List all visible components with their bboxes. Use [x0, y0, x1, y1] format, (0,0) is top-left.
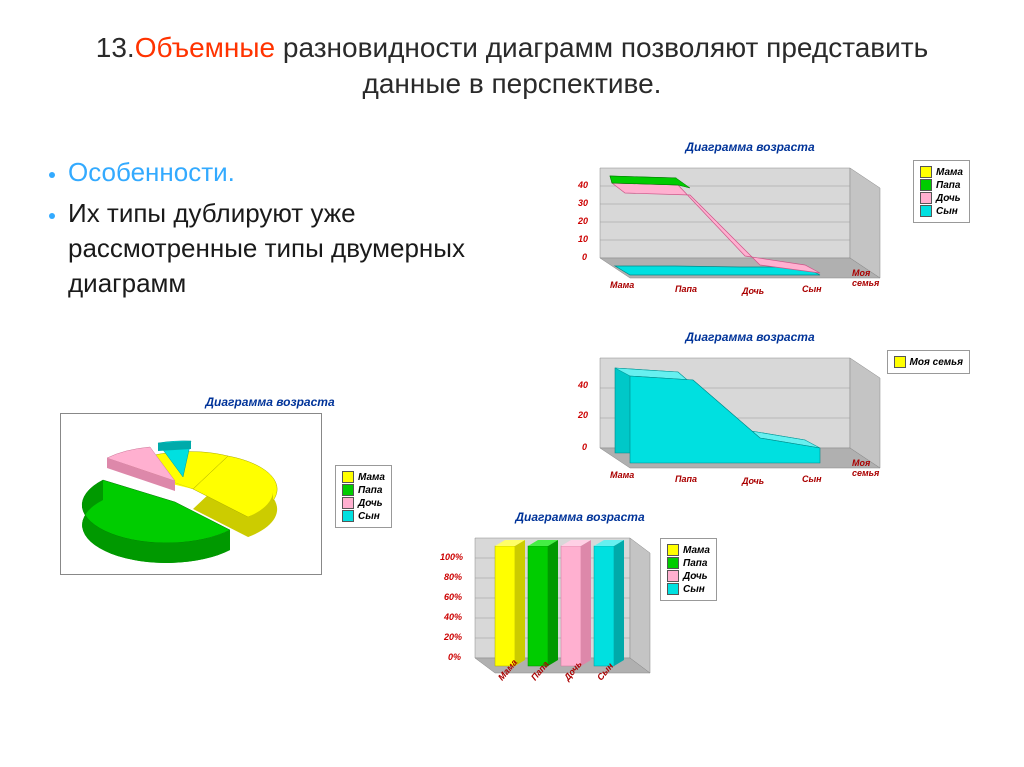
- chart1-legend: Мама Папа Дочь Сын: [913, 160, 970, 223]
- legend-item: Моя семья: [894, 356, 963, 368]
- legend-item: Дочь: [920, 192, 963, 204]
- chart2-plot: 0 20 40 Мама Папа Дочь Сын Моя семья: [570, 348, 900, 488]
- chart4-plot: 0% 20% 40% 60% 80% 100% Мама Папа Дочь С…: [450, 528, 680, 698]
- chart3-title: Диаграмма возраста: [100, 395, 440, 409]
- chart3-plot: [60, 413, 322, 575]
- chart1-ytick-0: 0: [582, 252, 587, 262]
- chart1-ytick-1: 10: [578, 234, 588, 244]
- chart2-legend: Моя семья: [887, 350, 970, 374]
- chart3-legend: Мама Папа Дочь Сын: [335, 465, 392, 528]
- chart1-cat-3: Сын: [802, 284, 822, 294]
- chart2-cat-2: Дочь: [742, 476, 764, 486]
- chart1-ytick-2: 20: [578, 216, 588, 226]
- chart4-ytick-4: 80%: [444, 572, 462, 582]
- bullet-2: Их типы дублируют уже рассмотренные типы…: [68, 196, 520, 301]
- chart1-ytick-4: 40: [578, 180, 588, 190]
- title-prefix: 13.: [96, 32, 135, 63]
- chart1-cat-1: Папа: [675, 284, 697, 294]
- legend-item: Папа: [342, 484, 385, 496]
- legend-item: Мама: [667, 544, 710, 556]
- slide-title: 13.Объемные разновидности диаграмм позво…: [0, 0, 1024, 113]
- legend-item: Дочь: [342, 497, 385, 509]
- chart-3d-area: Диаграмма возраста 0 20 40 Мама Папа Доч…: [530, 330, 970, 488]
- chart4-ytick-5: 100%: [440, 552, 463, 562]
- chart-3d-stacked-area: Диаграмма возраста 0: [530, 140, 970, 298]
- chart2-series: Моя семья: [852, 458, 900, 478]
- chart1-title: Диаграмма возраста: [530, 140, 970, 154]
- chart4-legend: Мама Папа Дочь Сын: [660, 538, 717, 601]
- chart1-cat-2: Дочь: [742, 286, 764, 296]
- legend-item: Сын: [342, 510, 385, 522]
- legend-item: Мама: [920, 166, 963, 178]
- chart4-ytick-2: 40%: [444, 612, 462, 622]
- chart2-ytick-0: 0: [582, 442, 587, 452]
- chart2-cat-3: Сын: [802, 474, 822, 484]
- chart1-plot: 0 10 20 30 40 Мама Папа Дочь Сын Моя сем…: [570, 158, 900, 298]
- chart1-ytick-3: 30: [578, 198, 588, 208]
- title-highlight: Объемные: [135, 32, 275, 63]
- chart2-cat-0: Мама: [610, 470, 634, 480]
- chart2-ytick-1: 20: [578, 410, 588, 420]
- legend-item: Папа: [667, 557, 710, 569]
- chart2-cat-1: Папа: [675, 474, 697, 484]
- legend-item: Мама: [342, 471, 385, 483]
- legend-item: Папа: [920, 179, 963, 191]
- title-rest: разновидности диаграмм позволяют предста…: [275, 32, 928, 99]
- chart-3d-pie: Диаграмма возраста: [60, 395, 440, 575]
- legend-item: Дочь: [667, 570, 710, 582]
- chart1-series: Моя семья: [852, 268, 900, 288]
- chart2-title: Диаграмма возраста: [530, 330, 970, 344]
- chart4-ytick-1: 20%: [444, 632, 462, 642]
- chart4-title: Диаграмма возраста: [410, 510, 750, 524]
- chart2-ytick-2: 40: [578, 380, 588, 390]
- bullet-list: Особенности. Их типы дублируют уже рассм…: [40, 155, 520, 307]
- legend-item: Сын: [667, 583, 710, 595]
- chart4-ytick-3: 60%: [444, 592, 462, 602]
- chart4-ytick-0: 0%: [448, 652, 461, 662]
- chart-3d-columns: Диаграмма возраста: [410, 510, 750, 698]
- legend-item: Сын: [920, 205, 963, 217]
- chart1-cat-0: Мама: [610, 280, 634, 290]
- bullet-1: Особенности.: [68, 155, 520, 190]
